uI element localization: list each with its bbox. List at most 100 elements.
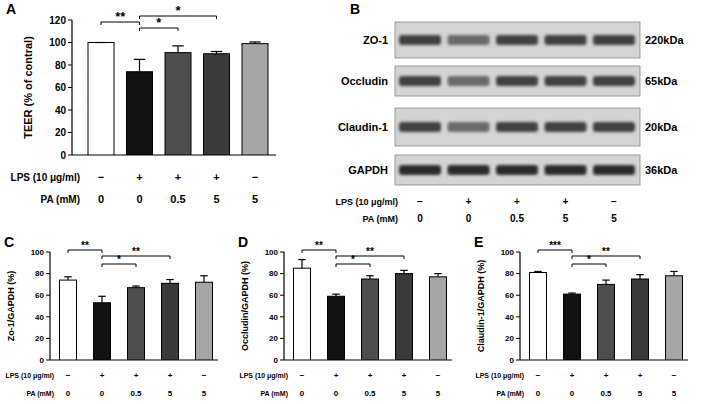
- error-cap: [298, 259, 305, 260]
- error-stem: [605, 280, 606, 284]
- blot-background: [395, 22, 640, 58]
- condition-value: +: [334, 371, 339, 380]
- blot-band: [593, 35, 635, 45]
- error-stem: [673, 271, 674, 275]
- y-tick-label: 120: [49, 15, 66, 26]
- bar: [362, 279, 379, 360]
- condition-label: LPS (10 μg/ml): [475, 372, 524, 380]
- condition-label: PA (mM): [363, 214, 399, 224]
- y-tick-label: 0: [60, 150, 66, 161]
- error-bar: [132, 286, 139, 288]
- condition-value: 0.5: [600, 389, 612, 398]
- error-bar: [400, 270, 407, 273]
- y-axis: [49, 252, 50, 360]
- bar: [632, 279, 649, 360]
- condition-label: LPS (10 μg/ml): [335, 197, 398, 207]
- y-axis-label: Claudin-1/GAPDH (%): [476, 260, 486, 353]
- error-bar: [211, 52, 222, 54]
- condition-value: 5: [436, 389, 441, 398]
- error-bar: [64, 277, 71, 280]
- condition-value: 0: [300, 389, 305, 398]
- error-bar: [636, 275, 643, 279]
- condition-value: +: [136, 171, 142, 183]
- marks-inner: [294, 260, 447, 360]
- blot-strip: [395, 155, 640, 185]
- condition-value: 0: [466, 213, 472, 224]
- blot-band: [593, 165, 635, 175]
- size-label: 20kDa: [645, 121, 678, 133]
- condition-value: +: [100, 371, 105, 380]
- condition-value: 0: [417, 213, 423, 224]
- blot-band: [399, 76, 441, 86]
- condition-value: +: [466, 196, 472, 207]
- significance-label: *: [156, 15, 162, 30]
- condition-value: +: [368, 371, 373, 380]
- bar: [127, 72, 153, 155]
- bar: [564, 294, 581, 360]
- condition-value: +: [213, 171, 219, 183]
- size-label: 220kDa: [645, 34, 684, 46]
- error-cap: [132, 285, 139, 286]
- condition-value: 0: [136, 193, 142, 205]
- condition-value: 5: [672, 389, 677, 398]
- significance-label: **: [315, 240, 323, 251]
- y-tick-label: 60: [505, 291, 514, 300]
- error-cap: [568, 292, 575, 293]
- error-cap: [64, 276, 71, 277]
- marks-inner: [530, 271, 683, 360]
- y-axis: [283, 252, 284, 360]
- error-cap: [534, 271, 541, 272]
- bar: [165, 53, 191, 155]
- y-tick-label: 100: [501, 248, 515, 257]
- y-tick-label: 20: [55, 127, 67, 138]
- error-cap: [636, 274, 643, 275]
- significance-label: **: [602, 246, 610, 257]
- error-stem: [203, 276, 204, 282]
- error-stem: [139, 59, 140, 71]
- significance-label: ***: [549, 240, 561, 251]
- blot-band: [496, 35, 538, 45]
- blot-band: [545, 122, 587, 132]
- y-tick-label: 60: [269, 291, 278, 300]
- condition-value: +: [514, 196, 520, 207]
- condition-value: 0: [334, 389, 339, 398]
- panel-letter: E: [474, 234, 483, 250]
- blot-band: [448, 76, 490, 86]
- bar: [598, 284, 615, 360]
- error-cap: [602, 279, 609, 280]
- condition-value: 0: [536, 389, 541, 398]
- condition-value: −: [300, 371, 305, 380]
- y-tick-label: 40: [505, 313, 514, 322]
- y-tick: [280, 338, 284, 339]
- condition-label: PA (mM): [26, 390, 54, 398]
- error-cap: [166, 279, 173, 280]
- blot-strip: [395, 22, 640, 58]
- condition-value: −: [536, 371, 541, 380]
- blot-band: [496, 165, 538, 175]
- error-bar: [534, 271, 541, 272]
- error-bar: [602, 280, 609, 284]
- error-cap: [95, 42, 106, 43]
- y-tick-label: 40: [35, 313, 44, 322]
- y-tick: [280, 273, 284, 274]
- error-bar: [98, 296, 105, 302]
- blot-band: [448, 122, 490, 132]
- error-bar: [249, 42, 260, 44]
- panel: CZo-1/GAPDH (%)020406080100*****LPS (10 …: [4, 234, 218, 398]
- bar: [204, 54, 230, 155]
- bar: [294, 268, 311, 360]
- marks: [60, 276, 213, 360]
- error-cap: [332, 294, 339, 295]
- blot-background: [395, 155, 640, 185]
- condition-value: −: [672, 371, 677, 380]
- figure: ATEER (% of contral)020406080100120****L…: [0, 0, 702, 404]
- y-tick-label: 40: [55, 105, 67, 116]
- y-tick-label: 100: [265, 248, 279, 257]
- condition-label: LPS (10 μg/ml): [239, 372, 288, 380]
- bar: [328, 296, 345, 360]
- significance-label: **: [132, 246, 140, 257]
- condition-value: −: [202, 371, 207, 380]
- protein-label: GAPDH: [348, 164, 388, 176]
- y-tick-label: 100: [49, 37, 66, 48]
- blot-band: [545, 35, 587, 45]
